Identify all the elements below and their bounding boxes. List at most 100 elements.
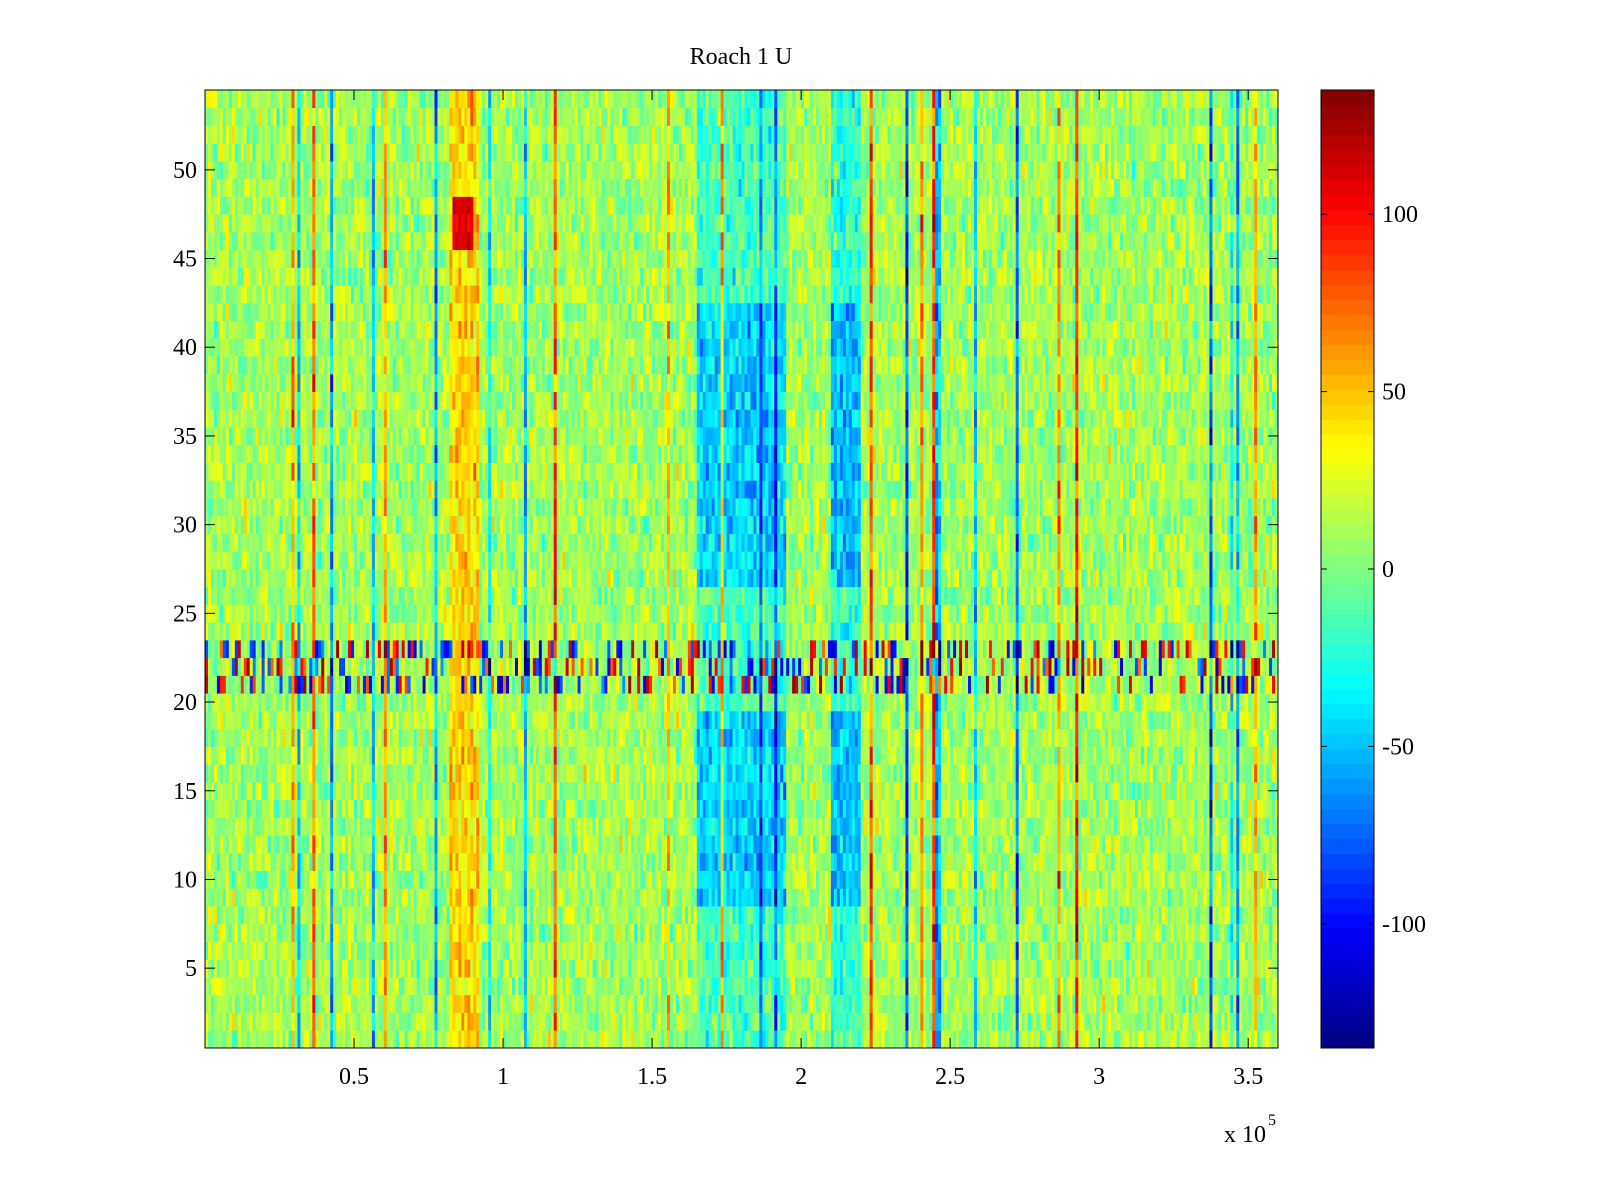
heatmap-cell (321, 835, 325, 854)
heatmap-cell (1176, 888, 1181, 907)
heatmap-cell (282, 977, 286, 996)
heatmap-cell (419, 817, 423, 836)
heatmap-cell (959, 1012, 963, 1031)
heatmap-cell (270, 959, 274, 978)
heatmap-cell (759, 941, 763, 960)
heatmap-cell (321, 1030, 325, 1049)
heatmap-cell (601, 817, 605, 836)
heatmap-cell (476, 799, 480, 818)
heatmap-cell (240, 923, 245, 942)
heatmap-cell (210, 888, 215, 907)
heatmap-cell (306, 959, 310, 978)
heatmap-cell (297, 888, 301, 907)
heatmap-cell (1027, 959, 1032, 978)
heatmap-cell (652, 799, 656, 818)
heatmap-cell (1072, 835, 1076, 854)
heatmap-cell (1036, 923, 1040, 942)
heatmap-cell (988, 1012, 993, 1031)
heatmap-cell (553, 959, 558, 978)
heatmap-cell (1125, 994, 1130, 1013)
heatmap-cell (306, 888, 310, 907)
heatmap-cell (1117, 799, 1121, 818)
heatmap-cell (810, 852, 814, 871)
heatmap-cell (774, 799, 778, 818)
heatmap-cell (801, 959, 805, 978)
heatmap-cell (950, 906, 954, 925)
heatmap-cell (780, 1012, 784, 1031)
heatmap-cell (833, 977, 838, 996)
heatmap-cell (956, 941, 960, 960)
heatmap-cell (413, 923, 418, 942)
heatmap-cell (875, 906, 880, 925)
heatmap-cell (973, 1030, 978, 1049)
heatmap-cell (935, 852, 939, 871)
heatmap-cell (702, 888, 707, 907)
heatmap-cell (735, 994, 739, 1013)
heatmap-cell (863, 817, 868, 836)
heatmap-cell (1108, 941, 1112, 960)
heatmap-cell (1024, 1030, 1029, 1049)
heatmap-cell (309, 959, 313, 978)
heatmap-cell (956, 817, 960, 836)
heatmap-cell (389, 994, 394, 1013)
heatmap-cell (511, 852, 516, 871)
heatmap-cell (297, 817, 301, 836)
heatmap-cell (291, 994, 295, 1013)
heatmap-cell (583, 870, 587, 889)
heatmap-cell (1191, 870, 1195, 889)
heatmap-cell (237, 870, 242, 889)
heatmap-cell (556, 906, 561, 925)
heatmap-cell (678, 835, 683, 854)
heatmap-cell (249, 923, 254, 942)
heatmap-cell (464, 870, 468, 889)
heatmap-cell (1257, 888, 1261, 907)
heatmap-cell (422, 994, 426, 1013)
heatmap-cell (818, 977, 823, 996)
heatmap-cell (1051, 1030, 1055, 1049)
heatmap-cell (1263, 941, 1267, 960)
heatmap-cell (1248, 1012, 1252, 1031)
heatmap-cell (234, 1030, 239, 1049)
heatmap-cell (1251, 923, 1255, 942)
heatmap-cell (911, 906, 915, 925)
heatmap-cell (887, 941, 891, 960)
heatmap-cell (646, 1030, 650, 1049)
heatmap-cell (729, 870, 733, 889)
heatmap-cell (845, 799, 850, 818)
heatmap-cell (985, 870, 990, 889)
heatmap-cell (994, 799, 999, 818)
heatmap-cell (1221, 1030, 1225, 1049)
heatmap-cell (756, 1030, 760, 1049)
heatmap-cell (228, 817, 233, 836)
heatmap-cell (1108, 906, 1112, 925)
heatmap-cell (288, 1030, 292, 1049)
heatmap-cell (395, 1030, 400, 1049)
heatmap-cell (637, 959, 641, 978)
heatmap-cell (765, 906, 769, 925)
heatmap-cell (312, 888, 316, 907)
heatmap-cell (589, 817, 593, 836)
heatmap-cell (693, 1030, 698, 1049)
heatmap-cell (1176, 817, 1181, 836)
heatmap-cell (672, 1012, 677, 1031)
heatmap-cell (1233, 977, 1237, 996)
heatmap-cell (559, 1030, 564, 1049)
heatmap-cell (422, 799, 426, 818)
heatmap-cell (395, 977, 400, 996)
heatmap-cell (297, 923, 301, 942)
heatmap-cell (1170, 870, 1175, 889)
heatmap-cell (577, 959, 581, 978)
heatmap-cell (565, 835, 570, 854)
heatmap-cell (798, 994, 802, 1013)
heatmap-cell (1197, 817, 1201, 836)
heatmap-cell (747, 817, 751, 836)
heatmap-cell (1102, 941, 1106, 960)
heatmap-cell (434, 923, 438, 942)
heatmap-cell (1209, 870, 1213, 889)
heatmap-cell (857, 1030, 862, 1049)
heatmap-cell (914, 994, 918, 1013)
heatmap-cell (824, 977, 829, 996)
heatmap-cell (1152, 835, 1157, 854)
heatmap-cell (446, 835, 450, 854)
heatmap-cell (330, 870, 334, 889)
